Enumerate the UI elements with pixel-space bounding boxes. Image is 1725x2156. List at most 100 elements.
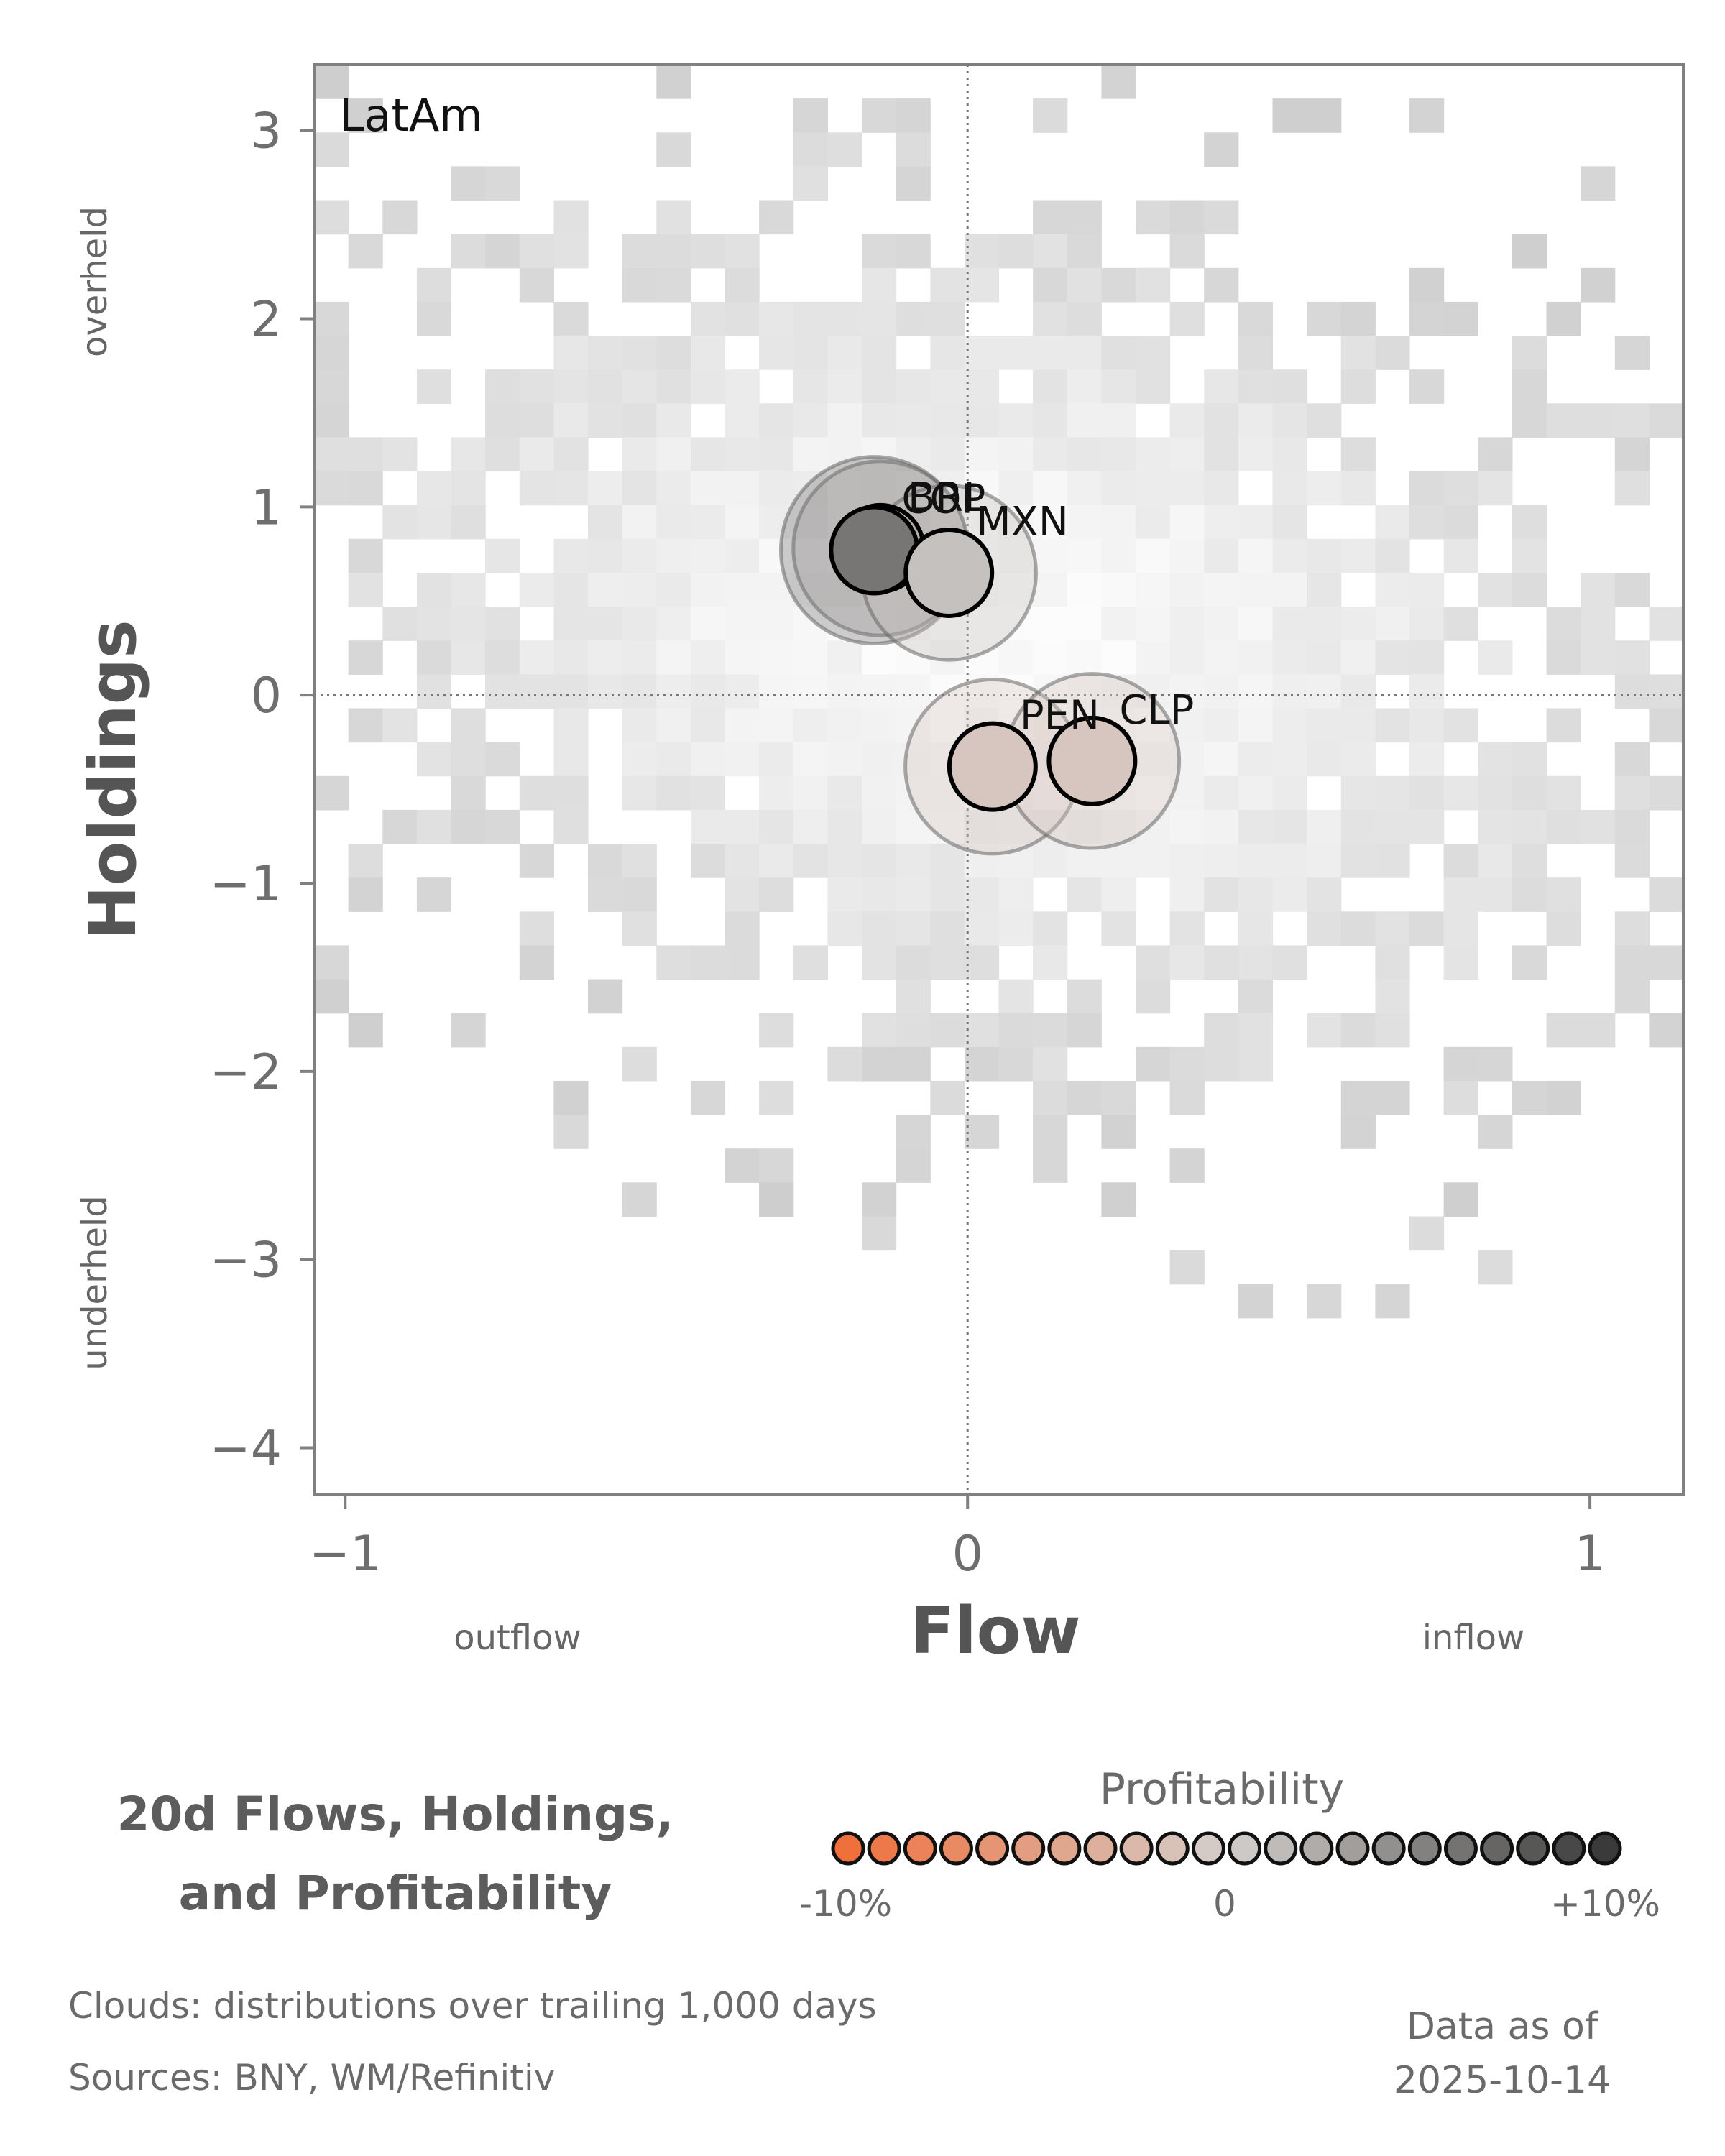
cloud-cell xyxy=(827,403,862,438)
cloud-cell xyxy=(656,267,691,303)
cloud-cell xyxy=(896,877,931,912)
cloud-cell xyxy=(1238,573,1274,607)
cloud-cell xyxy=(1204,775,1239,811)
cloud-cell xyxy=(1340,844,1376,878)
cloud-cell xyxy=(964,1115,1000,1149)
cloud-cell xyxy=(314,775,349,811)
note-sources: Sources: BNY, WM/Refinitiv xyxy=(68,2057,556,2099)
cloud-cell xyxy=(1033,1046,1068,1082)
cloud-cell xyxy=(1169,809,1205,844)
cloud-cell xyxy=(1375,775,1410,811)
cloud-cell xyxy=(416,877,452,912)
cloud-cell xyxy=(553,1115,589,1149)
cloud-cell xyxy=(553,336,589,370)
cloud-cell xyxy=(348,1013,383,1048)
cloud-cell xyxy=(1478,640,1513,675)
cloud-cell xyxy=(416,471,452,506)
cloud-cell xyxy=(553,403,589,438)
cloud-cell xyxy=(348,98,383,133)
cloud-cell xyxy=(1512,538,1547,573)
cloud-cell xyxy=(1033,1080,1068,1115)
cloud-cell xyxy=(793,301,828,336)
cloud-cell xyxy=(759,336,794,370)
cloud-cell xyxy=(724,437,760,472)
cloud-cell xyxy=(793,437,828,472)
cloud-cell xyxy=(1101,1115,1136,1149)
cloud-cell xyxy=(759,538,794,573)
cloud-cell xyxy=(1443,1080,1478,1115)
cloud-cell xyxy=(793,640,828,675)
cloud-cell xyxy=(1478,742,1513,777)
cloud-cell xyxy=(588,403,623,438)
cloud-cell xyxy=(1169,471,1205,506)
legend-swatch xyxy=(1191,1831,1225,1866)
currency-points xyxy=(829,502,1138,812)
cloud-cell xyxy=(1033,505,1068,540)
cloud-cell xyxy=(1272,437,1307,472)
cloud-cell xyxy=(588,640,623,675)
cloud-cell xyxy=(1033,911,1068,946)
cloud-cell xyxy=(896,403,931,438)
cloud-cell xyxy=(656,200,691,235)
cloud-cell xyxy=(896,369,931,404)
cloud-cell xyxy=(622,1182,657,1217)
cloud-cell xyxy=(930,1080,965,1115)
cloud-cell xyxy=(1340,1115,1376,1149)
cloud-cell xyxy=(930,267,965,303)
cloud-cell xyxy=(930,844,965,878)
cloud-cell xyxy=(1443,607,1478,641)
cloud-cell xyxy=(519,234,554,269)
cloud-cell xyxy=(1409,911,1445,946)
cloud-cell xyxy=(896,809,931,844)
cloud-cell xyxy=(1272,844,1307,878)
cloud-cell xyxy=(724,234,760,269)
label-pen: PEN xyxy=(1020,693,1100,740)
cloud-cell xyxy=(862,877,897,912)
cloud-cell xyxy=(1443,1182,1478,1217)
cloud-cell xyxy=(1546,775,1581,811)
cloud-cell xyxy=(451,573,486,607)
cloud-cell xyxy=(1649,403,1684,438)
cloud-cell xyxy=(1101,607,1136,641)
cloud-cell xyxy=(998,1046,1034,1082)
cloud-cell xyxy=(485,607,520,641)
legend-title: Profitability xyxy=(1099,1764,1345,1815)
cloud-cell xyxy=(622,369,657,404)
cloud-cell xyxy=(1375,945,1410,980)
cloud-cell xyxy=(553,301,589,336)
cloud-cell xyxy=(793,708,828,743)
cloud-cell xyxy=(759,437,794,472)
cloud-cell xyxy=(1136,809,1171,844)
cloud-cell xyxy=(1614,674,1650,709)
cloud-cell xyxy=(1033,234,1068,269)
cloud-cell xyxy=(759,1148,794,1183)
cloud-cell xyxy=(724,844,760,878)
cloud-cell xyxy=(314,200,349,235)
cloud-cell xyxy=(1067,234,1102,269)
cloud-cell xyxy=(827,911,862,946)
cloud-cell xyxy=(724,267,760,303)
cloud-cell xyxy=(896,674,931,709)
chart-title-line-2: and Profitability xyxy=(178,1866,612,1921)
cloud-cell xyxy=(1307,1284,1342,1319)
cloud-cell xyxy=(1409,98,1445,133)
cloud-cell xyxy=(1272,877,1307,912)
cloud-cell xyxy=(1101,437,1136,472)
cloud-cell xyxy=(485,234,520,269)
cloud-cell xyxy=(1136,844,1171,878)
cloud-cell xyxy=(1033,301,1068,336)
cloud-cell xyxy=(382,708,418,743)
cloud-cell xyxy=(1340,538,1376,573)
cloud-cell xyxy=(485,166,520,201)
cloud-cell xyxy=(724,301,760,336)
cloud-cell xyxy=(1272,708,1307,743)
cloud-cell xyxy=(1546,809,1581,844)
cloud-cell xyxy=(964,403,1000,438)
cloud-cell xyxy=(1033,403,1068,438)
cloud-cell xyxy=(1307,1013,1342,1048)
cloud-cell xyxy=(656,538,691,573)
cloud-cell xyxy=(656,336,691,370)
cloud-cell xyxy=(724,369,760,404)
cloud-cell xyxy=(451,1013,486,1048)
